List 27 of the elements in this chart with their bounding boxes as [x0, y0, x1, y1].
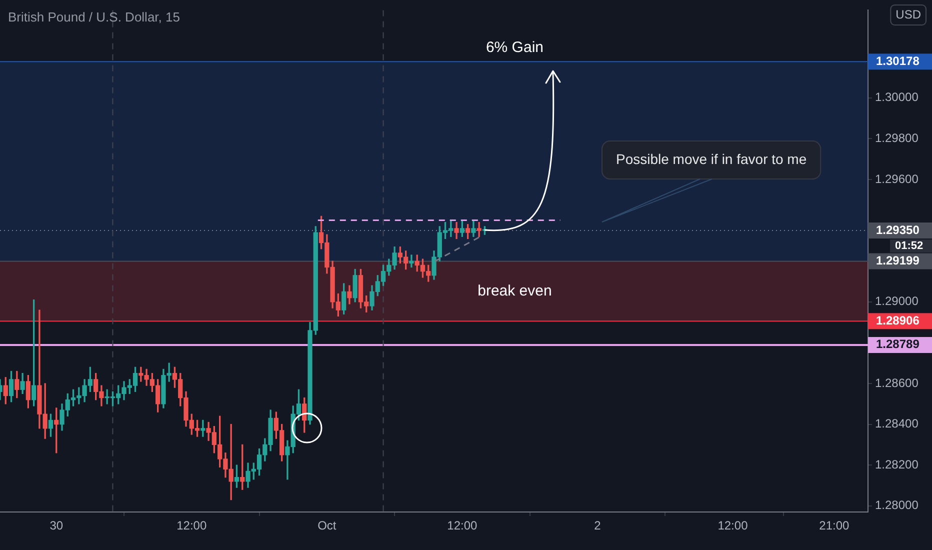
x-tick-label: 21:00: [819, 518, 850, 533]
x-tick-label: 2: [594, 518, 602, 533]
ref-line-label: 1.28906: [876, 313, 920, 328]
ref-line-label: 1.29199: [876, 254, 920, 268]
y-tick-label: 1.28200: [875, 457, 919, 472]
text: USD: [896, 7, 922, 22]
ref-line-label: 1.30178: [876, 54, 920, 68]
y-tick-label: 1.29000: [875, 294, 919, 308]
x-tick-label: 12:00: [447, 518, 478, 533]
ref-line-label: 1.29350: [876, 222, 920, 237]
x-tick-label: 30: [50, 518, 64, 533]
y-tick-label: 1.29600: [875, 172, 919, 186]
candlestick: [409, 254, 414, 268]
band-label: 6% Gain: [486, 39, 544, 56]
y-tick-label: 1.28400: [875, 416, 919, 431]
y-tick-label: 1.29800: [875, 131, 919, 146]
ref-line-label: 1.28789: [876, 337, 920, 352]
text: 01:52: [895, 240, 924, 252]
x-tick-label: Oct: [318, 518, 337, 533]
y-tick-label: 1.28600: [875, 376, 919, 390]
y-tick-label: 1.28000: [875, 498, 919, 512]
annotation: Possible move if in favor to me: [616, 150, 807, 167]
chart-title: British Pound / U.S. Dollar, 15: [8, 10, 180, 25]
y-tick-label: 1.30000: [875, 90, 919, 104]
band-label: break even: [478, 282, 552, 300]
x-tick-label: 12:00: [176, 518, 207, 533]
x-tick-label: 12:00: [718, 518, 748, 533]
